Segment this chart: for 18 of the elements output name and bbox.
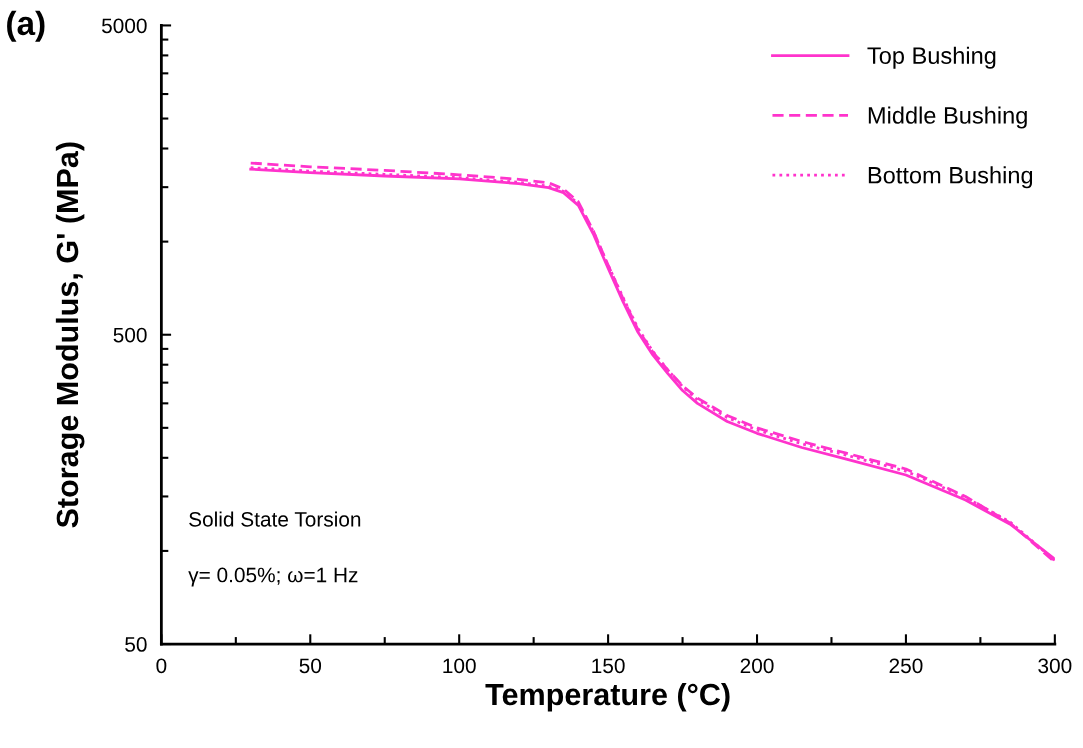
x-tick-label: 50	[299, 658, 322, 674]
x-tick-label: 150	[592, 658, 625, 674]
x-tick-label: 200	[740, 658, 774, 674]
x-tick-label: 300	[1038, 658, 1072, 674]
annotation: γ= 0.05%; ω=1 Hz	[188, 567, 358, 587]
legend-label: Bottom Bushing	[868, 166, 1033, 189]
y-tick-label: 50	[125, 637, 147, 652]
x-tick-label: 0	[156, 658, 167, 674]
y-tick-label: 5000	[101, 18, 147, 34]
y-tick-label: 500	[113, 327, 147, 343]
text: (a)	[7, 10, 45, 42]
y-axis-title: Storage Modulus, G' (MPa)	[55, 142, 85, 528]
x-tick-label: 100	[443, 658, 476, 674]
x-axis-title: Temperature (°C)	[485, 682, 730, 712]
legend-label: Middle Bushing	[868, 106, 1027, 129]
legend-label: Top Bushing	[867, 46, 996, 69]
x-tick-label: 250	[889, 658, 923, 674]
annotation: Solid State Torsion	[189, 511, 361, 527]
